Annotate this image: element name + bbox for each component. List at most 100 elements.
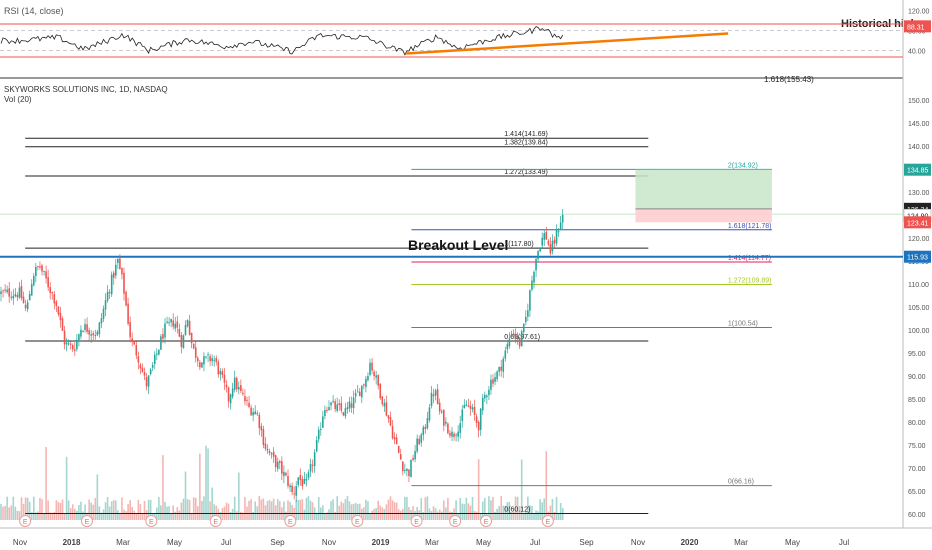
price-badge-text: 115.93: [907, 255, 928, 262]
volume-bar: [438, 509, 441, 520]
volume-bar: [307, 496, 310, 520]
candle-body: [260, 426, 263, 431]
volume-bar: [33, 496, 35, 520]
earnings-marker-icon[interactable]: [410, 515, 423, 527]
candle-body: [37, 266, 39, 268]
candle-body: [426, 418, 429, 429]
volume-bar: [71, 504, 74, 520]
candle-body: [289, 485, 291, 488]
candle-body: [295, 486, 297, 496]
earnings-marker-icon[interactable]: [480, 515, 493, 527]
volume-bar: [190, 513, 193, 520]
candle-body: [297, 477, 300, 486]
candle-body: [432, 394, 435, 397]
candle-body: [100, 318, 103, 324]
volume-bar: [506, 502, 509, 520]
candle-body: [402, 461, 404, 472]
candle-body: [158, 349, 160, 355]
price-badge: [904, 216, 931, 229]
candle-body: [486, 395, 488, 398]
candle-body: [504, 350, 507, 359]
volume-bar: [358, 503, 361, 520]
volume-bar: [479, 513, 482, 520]
volume-bar: [402, 508, 404, 520]
candle-body: [443, 410, 445, 426]
candle-body: [537, 250, 539, 260]
earnings-marker-icon[interactable]: [541, 515, 554, 527]
volume-bar: [520, 459, 523, 520]
earnings-marker-icon[interactable]: [209, 515, 222, 527]
time-tick-label: Jul: [839, 538, 849, 547]
candle-body: [520, 331, 523, 347]
volume-bar: [504, 505, 507, 520]
volume-bar: [252, 511, 254, 520]
volume-bar: [221, 508, 224, 520]
volume-bar: [426, 496, 429, 520]
candle-body: [399, 454, 402, 460]
volume-bar: [469, 505, 472, 520]
candle-body: [418, 438, 420, 445]
volume-bar: [557, 513, 560, 520]
candle-body: [194, 347, 197, 358]
candle-body: [481, 397, 484, 411]
earnings-marker-icon[interactable]: [145, 515, 158, 527]
candle-body: [98, 322, 101, 335]
candle-body: [65, 342, 68, 345]
volume-bar: [422, 512, 425, 520]
candle-body: [201, 362, 203, 368]
volume-bar: [49, 512, 51, 520]
volume-bar: [328, 509, 330, 520]
candle-body: [479, 408, 482, 430]
earnings-marker-icon[interactable]: [351, 515, 364, 527]
earnings-marker-icon[interactable]: [80, 515, 93, 527]
candle-body: [375, 375, 377, 378]
breakout-level-label: Breakout Level: [408, 237, 508, 253]
volume-bar: [348, 501, 351, 520]
volume-bar: [440, 511, 443, 520]
earnings-marker-icon[interactable]: [284, 515, 297, 527]
candle-body: [309, 463, 312, 472]
earnings-marker-icon[interactable]: [449, 515, 462, 527]
candle-body: [92, 333, 95, 336]
volume-bar: [119, 513, 121, 520]
candle-body: [410, 459, 412, 478]
volume-bar: [543, 498, 546, 520]
rsi-trendline[interactable]: [406, 32, 729, 55]
candle-body: [533, 271, 535, 283]
volume-bar: [141, 513, 144, 520]
volume-bar: [488, 496, 490, 520]
candle-body: [365, 378, 367, 387]
candle-body: [78, 334, 80, 341]
volume-bar: [549, 505, 552, 520]
candle-body: [80, 329, 82, 337]
candle-body: [502, 358, 505, 372]
price-tick-label: 85.00: [908, 397, 926, 404]
candle-body: [383, 403, 386, 407]
volume-bar: [367, 501, 369, 520]
volume-bar: [295, 499, 297, 520]
fib-level-label: 1.382(139.84): [504, 140, 548, 147]
earnings-marker-label: E: [546, 519, 551, 526]
price-tick-label: 90.00: [908, 374, 926, 381]
stop-loss-zone[interactable]: [635, 208, 772, 223]
candle-body: [207, 354, 209, 356]
candle-body: [498, 366, 500, 372]
profit-target-zone[interactable]: [635, 169, 772, 209]
volume-bar: [418, 510, 420, 520]
candle-body: [84, 324, 86, 330]
candle-body: [266, 448, 269, 451]
price-tick-label: 70.00: [908, 466, 926, 473]
volume-bar: [78, 505, 80, 520]
earnings-marker-icon[interactable]: [19, 515, 32, 527]
candle-body: [186, 319, 189, 327]
candle-body: [397, 445, 400, 453]
candle-body: [102, 308, 105, 319]
volume-bar: [145, 510, 148, 520]
volume-bar: [192, 497, 195, 520]
price-tick-label: 65.00: [908, 489, 926, 496]
volume-bar: [96, 474, 99, 520]
candle-body: [281, 461, 283, 474]
candle-body: [484, 394, 486, 399]
candle-body: [547, 240, 550, 245]
